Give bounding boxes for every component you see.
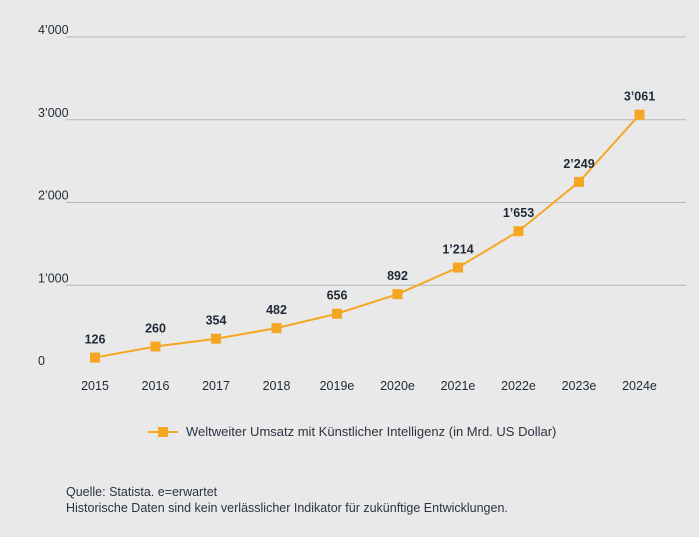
x-tick-label: 2019e [320,379,355,393]
x-tick-label: 2022e [501,379,536,393]
x-tick-label: 2023e [562,379,597,393]
source-line: Quelle: Statista. e=erwartet [66,485,218,499]
y-tick-label: 1’000 [38,271,69,285]
series-markers [90,109,645,363]
x-tick-label: 2021e [441,379,476,393]
data-label-2019e: 656 [327,289,348,303]
data-point-2021e [453,262,463,273]
y-axis-tick-labels: 0 1’000 2’000 3’000 4’000 [38,23,69,368]
data-label-2021e: 1’214 [442,243,473,257]
data-label-2018: 482 [266,303,287,317]
data-point-2024e [634,109,645,120]
y-tick-label: 3’000 [38,106,69,120]
data-label-2017: 354 [206,314,227,328]
data-label-2022e: 1’653 [503,206,534,220]
data-point-2015 [90,352,100,363]
y-tick-label: 0 [38,354,45,368]
data-point-2022e [513,226,524,237]
data-point-2018 [271,323,282,334]
series-line [94,114,641,359]
source-note: Quelle: Statista. e=erwartet Historische… [66,484,508,516]
gridlines [66,36,686,286]
legend: Weltweiter Umsatz mit Künstlicher Intell… [148,424,556,439]
legend-swatch-marker [158,426,168,437]
data-label-2016: 260 [145,321,166,335]
data-label-2024e: 3’061 [624,90,655,104]
data-point-2020e [392,289,403,300]
x-tick-label: 2016 [142,379,170,393]
y-tick-label: 2’000 [38,189,69,203]
data-point-2017 [211,333,221,344]
data-point-2023e [574,176,584,187]
x-tick-label: 2017 [202,379,230,393]
data-label-2023e: 2’249 [563,157,594,171]
legend-swatch [148,426,178,438]
x-tick-label: 2018 [263,379,291,393]
x-tick-label: 2015 [81,379,109,393]
legend-label: Weltweiter Umsatz mit Künstlicher Intell… [186,424,557,439]
x-axis-tick-labels: 2015 2016 2017 2018 2019e 2020e 2021e 2022e 2023… [81,379,657,393]
x-tick-label: 2024e [622,379,657,393]
data-point-2016 [150,341,161,352]
y-tick-label: 4’000 [38,23,69,37]
data-label-2015: 126 [85,333,106,347]
x-tick-label: 2020e [380,379,415,393]
data-point-2019e [332,308,342,319]
disclaimer-line: Historische Daten sind kein verlässliche… [66,501,508,515]
data-label-2020e: 892 [387,269,408,283]
data-labels: 126 260 354 482 656 892 1’214 1’653 2’249 3’061 [85,90,656,347]
series-line-layer [94,114,641,359]
